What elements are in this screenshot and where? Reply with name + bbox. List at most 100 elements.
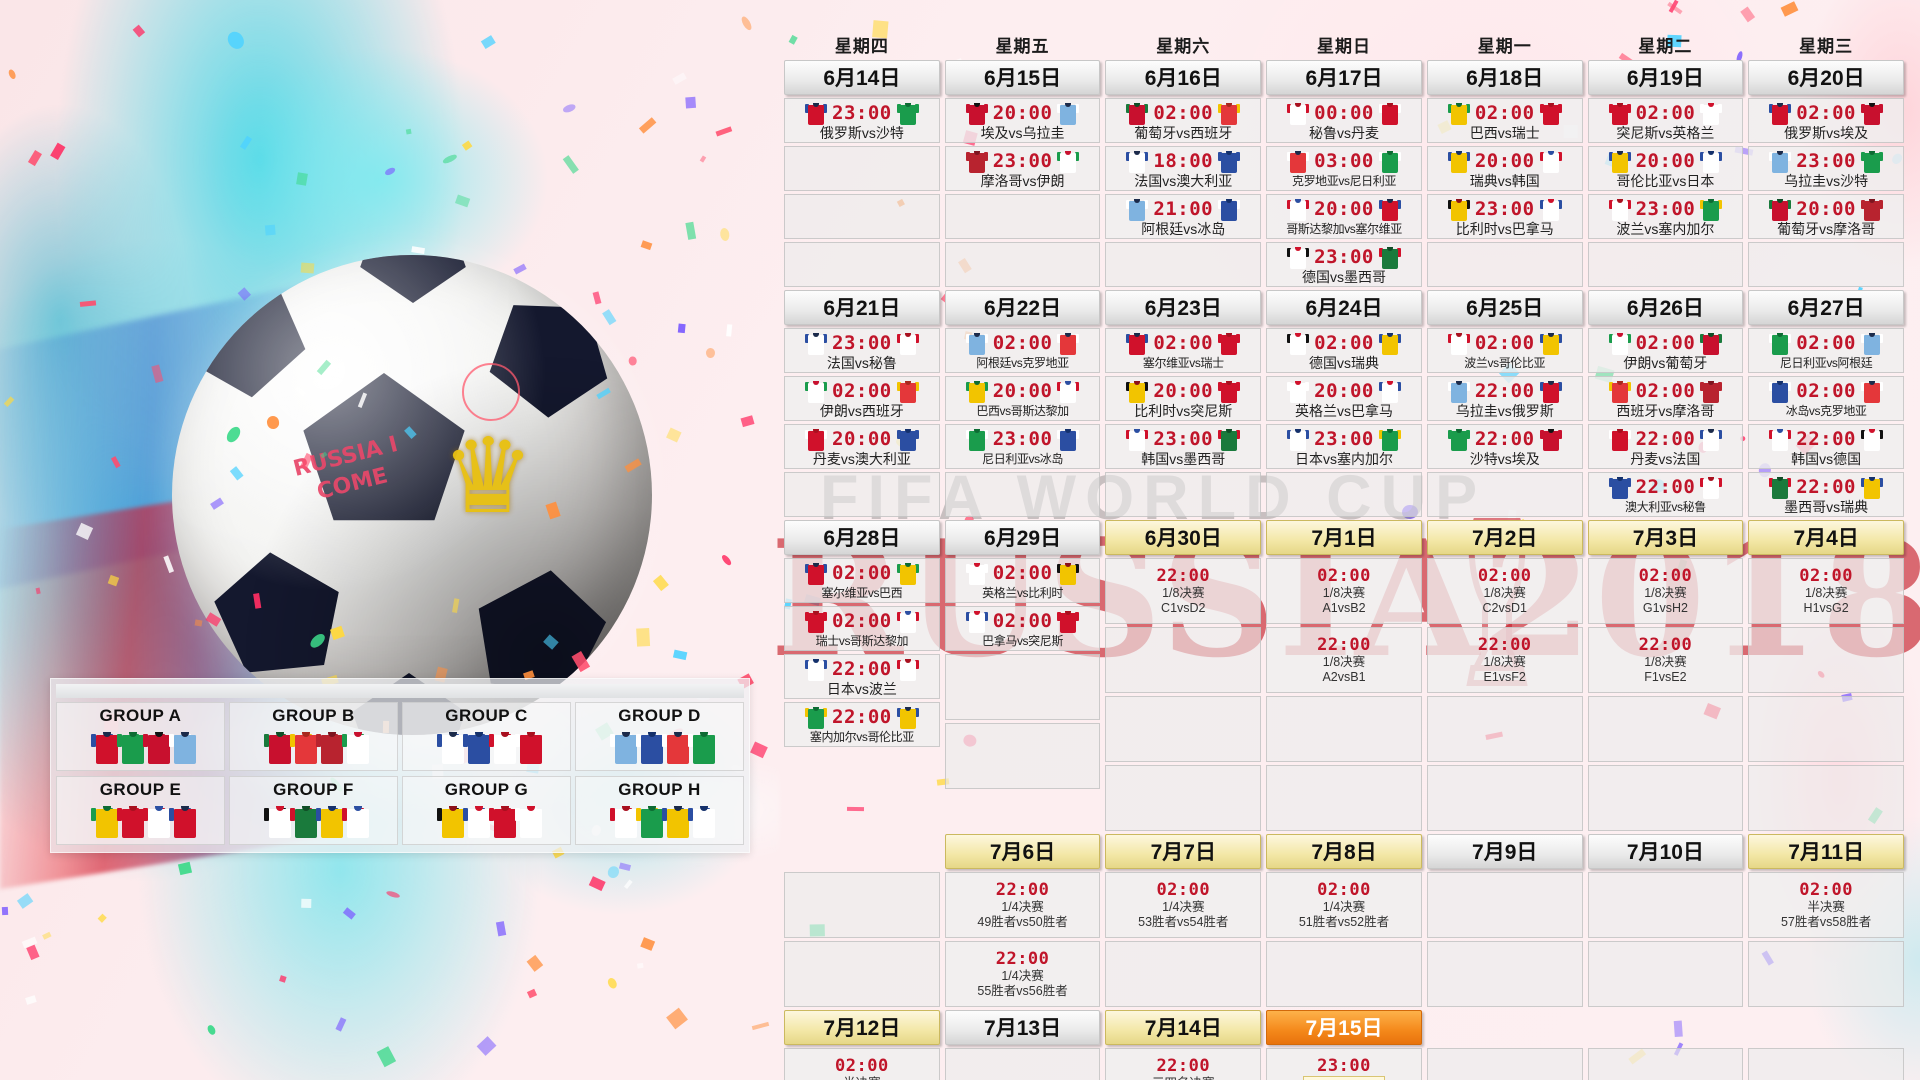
match-cell[interactable]: 22:00三四名决赛61负者vs62负者 <box>1105 1048 1262 1080</box>
match-cell[interactable]: 22:00 日本vs波兰 <box>784 654 940 699</box>
match-cell[interactable]: 22:00 1/4决赛 55胜者vs56胜者 <box>944 941 1101 1007</box>
match-cell[interactable]: 23:00 乌拉圭vs沙特 <box>1748 146 1904 191</box>
match-cell[interactable]: 02:00 塞尔维亚vs瑞士 <box>1105 328 1262 373</box>
match-cell[interactable]: 22:00 丹麦vs法国 <box>1587 424 1744 469</box>
match-cell[interactable]: 20:00 丹麦vs澳大利亚 <box>784 424 940 469</box>
match-cell[interactable]: 02:00 1/8决赛 C2vsD1 <box>1426 558 1583 624</box>
date-cell-6月28日[interactable]: 6月28日 <box>784 520 940 555</box>
match-cell[interactable]: 02:00 伊朗vs葡萄牙 <box>1587 328 1744 373</box>
match-cell[interactable]: 20:00 哥伦比亚vs日本 <box>1587 146 1744 191</box>
date-cell-6月17日[interactable]: 6月17日 <box>1266 60 1422 95</box>
date-cell-6月26日[interactable]: 6月26日 <box>1587 290 1744 325</box>
date-cell-6月23日[interactable]: 6月23日 <box>1105 290 1262 325</box>
date-cell-7月13日[interactable]: 7月13日 <box>944 1010 1101 1045</box>
match-cell[interactable]: 23:00 波兰vs塞内加尔 <box>1587 194 1744 239</box>
match-cell[interactable]: 02:00 西班牙vs摩洛哥 <box>1587 376 1744 421</box>
match-cell[interactable]: 20:00 比利时vs突尼斯 <box>1105 376 1262 421</box>
date-cell-6月19日[interactable]: 6月19日 <box>1587 60 1744 95</box>
date-cell-6月29日[interactable]: 6月29日 <box>944 520 1101 555</box>
match-cell[interactable]: 23:00 俄罗斯vs沙特 <box>784 98 940 143</box>
date-cell-7月2日[interactable]: 7月2日 <box>1426 520 1583 555</box>
match-cell[interactable]: 20:00 瑞典vs韩国 <box>1426 146 1583 191</box>
date-cell-7月1日[interactable]: 7月1日 <box>1266 520 1422 555</box>
date-cell-6月27日[interactable]: 6月27日 <box>1748 290 1904 325</box>
match-cell[interactable]: 20:00 葡萄牙vs摩洛哥 <box>1748 194 1904 239</box>
match-cell[interactable]: 20:00 哥斯达黎加vs塞尔维亚 <box>1266 194 1422 239</box>
match-cell[interactable]: 23:00 德国vs墨西哥 <box>1266 242 1422 287</box>
match-cell[interactable]: 02:00 葡萄牙vs西班牙 <box>1105 98 1262 143</box>
date-cell-6月14日[interactable]: 6月14日 <box>784 60 940 95</box>
match-cell[interactable]: 23:00 法国vs秘鲁 <box>784 328 940 373</box>
date-cell-6月15日[interactable]: 6月15日 <box>944 60 1101 95</box>
match-cell[interactable]: 03:00 克罗地亚vs尼日利亚 <box>1266 146 1422 191</box>
match-cell[interactable]: 20:00 英格兰vs巴拿马 <box>1266 376 1422 421</box>
match-cell[interactable]: 22:00 1/8决赛 F1vsE2 <box>1587 627 1744 693</box>
date-cell-7月14日[interactable]: 7月14日 <box>1105 1010 1262 1045</box>
match-cell[interactable]: 02:00 1/4决赛 53胜者vs54胜者 <box>1105 872 1262 938</box>
date-cell-6月22日[interactable]: 6月22日 <box>944 290 1101 325</box>
match-cell[interactable]: 02:00 1/8决赛 G1vsH2 <box>1587 558 1744 624</box>
match-cell[interactable]: 22:00 1/8决赛 C1vsD2 <box>1105 558 1262 624</box>
match-cell[interactable]: 22:00 澳大利亚vs秘鲁 <box>1587 472 1744 517</box>
match-cell[interactable]: 23:00决 赛 <box>1266 1048 1422 1080</box>
match-cell[interactable]: 22:00 乌拉圭vs俄罗斯 <box>1426 376 1583 421</box>
match-cell[interactable]: 02:00 1/8决赛 H1vsG2 <box>1748 558 1904 624</box>
date-cell-6月16日[interactable]: 6月16日 <box>1105 60 1262 95</box>
match-cell[interactable]: 02:00 阿根廷vs克罗地亚 <box>944 328 1101 373</box>
date-cell-7月3日[interactable]: 7月3日 <box>1587 520 1744 555</box>
match-cell[interactable]: 02:00 1/8决赛 A1vsB2 <box>1266 558 1422 624</box>
match-cell[interactable]: 02:00 尼日利亚vs阿根廷 <box>1748 328 1904 373</box>
match-cell[interactable]: 21:00 阿根廷vs冰岛 <box>1105 194 1262 239</box>
match-cell[interactable]: 02:00 冰岛vs克罗地亚 <box>1748 376 1904 421</box>
match-cell[interactable]: 02:00 突尼斯vs英格兰 <box>1587 98 1744 143</box>
match-cell[interactable]: 02:00 瑞士vs哥斯达黎加 <box>784 606 940 651</box>
group-card-group-h[interactable]: GROUP H <box>575 776 744 845</box>
match-cell[interactable]: 22:00 1/4决赛 49胜者vs50胜者 <box>944 872 1101 938</box>
match-cell[interactable]: 02:00 巴西vs瑞士 <box>1426 98 1583 143</box>
date-cell-7月9日[interactable]: 7月9日 <box>1426 834 1583 869</box>
match-cell[interactable]: 23:00 日本vs塞内加尔 <box>1266 424 1422 469</box>
match-cell[interactable]: 18:00 法国vs澳大利亚 <box>1105 146 1262 191</box>
match-cell[interactable]: 22:00 1/8决赛 E1vsF2 <box>1426 627 1583 693</box>
date-cell-7月15日[interactable]: 7月15日 <box>1266 1010 1422 1045</box>
match-cell[interactable]: 22:00 韩国vs德国 <box>1748 424 1904 469</box>
match-cell[interactable]: 02:00 俄罗斯vs埃及 <box>1748 98 1904 143</box>
group-card-group-d[interactable]: GROUP D <box>575 702 744 771</box>
group-card-group-e[interactable]: GROUP E <box>56 776 225 845</box>
date-cell-7月8日[interactable]: 7月8日 <box>1266 834 1422 869</box>
match-cell[interactable]: 22:00 墨西哥vs瑞典 <box>1748 472 1904 517</box>
match-cell[interactable]: 02:00 1/4决赛 51胜者vs52胜者 <box>1266 872 1422 938</box>
date-cell-6月18日[interactable]: 6月18日 <box>1426 60 1583 95</box>
match-cell[interactable]: 02:00半决赛59胜者vs60胜者 <box>784 1048 940 1080</box>
match-cell[interactable]: 20:00 埃及vs乌拉圭 <box>944 98 1101 143</box>
group-card-group-c[interactable]: GROUP C <box>402 702 571 771</box>
group-card-group-f[interactable]: GROUP F <box>229 776 398 845</box>
match-cell[interactable]: 02:00 半决赛 57胜者vs58胜者 <box>1748 872 1904 938</box>
group-card-group-b[interactable]: GROUP B <box>229 702 398 771</box>
date-cell-7月11日[interactable]: 7月11日 <box>1748 834 1904 869</box>
date-cell-7月6日[interactable]: 7月6日 <box>944 834 1101 869</box>
date-cell-7月10日[interactable]: 7月10日 <box>1587 834 1744 869</box>
date-cell-6月25日[interactable]: 6月25日 <box>1426 290 1583 325</box>
match-cell[interactable]: 02:00 英格兰vs比利时 <box>944 558 1101 603</box>
date-cell-6月30日[interactable]: 6月30日 <box>1105 520 1262 555</box>
date-cell-7月4日[interactable]: 7月4日 <box>1748 520 1904 555</box>
match-cell[interactable]: 23:00 比利时vs巴拿马 <box>1426 194 1583 239</box>
match-cell[interactable]: 02:00 塞尔维亚vs巴西 <box>784 558 940 603</box>
group-card-group-g[interactable]: GROUP G <box>402 776 571 845</box>
match-cell[interactable]: 20:00 巴西vs哥斯达黎加 <box>944 376 1101 421</box>
match-cell[interactable]: 22:00 1/8决赛 A2vsB1 <box>1266 627 1422 693</box>
match-cell[interactable]: 00:00 秘鲁vs丹麦 <box>1266 98 1422 143</box>
date-cell-7月12日[interactable]: 7月12日 <box>784 1010 940 1045</box>
match-cell[interactable]: 23:00 尼日利亚vs冰岛 <box>944 424 1101 469</box>
date-cell-7月7日[interactable]: 7月7日 <box>1105 834 1262 869</box>
match-cell[interactable]: 02:00 巴拿马vs突尼斯 <box>944 606 1101 651</box>
group-card-group-a[interactable]: GROUP A <box>56 702 225 771</box>
match-cell[interactable]: 22:00 沙特vs埃及 <box>1426 424 1583 469</box>
match-cell[interactable]: 23:00 韩国vs墨西哥 <box>1105 424 1262 469</box>
date-cell-6月21日[interactable]: 6月21日 <box>784 290 940 325</box>
date-cell-6月24日[interactable]: 6月24日 <box>1266 290 1422 325</box>
match-cell[interactable]: 02:00 波兰vs哥伦比亚 <box>1426 328 1583 373</box>
match-cell[interactable]: 02:00 伊朗vs西班牙 <box>784 376 940 421</box>
date-cell-6月20日[interactable]: 6月20日 <box>1748 60 1904 95</box>
